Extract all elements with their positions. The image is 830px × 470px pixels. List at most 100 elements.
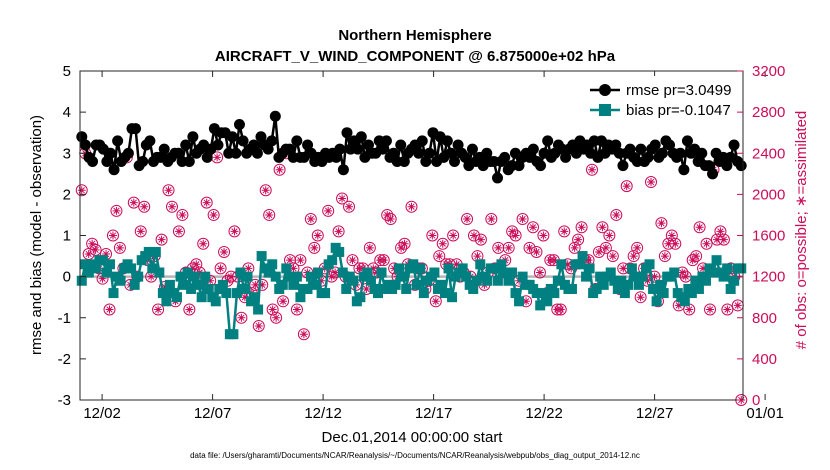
- assimilated-obs-marker: [435, 252, 444, 261]
- bias-point: [693, 283, 704, 294]
- axis-ticks: 12/02 12/07 12/12 12/17 12/22 12/27 01/01 -3 -2 -…: [58, 63, 786, 422]
- bias-point: [320, 288, 331, 299]
- assimilated-obs-marker: [574, 235, 583, 244]
- possible-obs-marker: [606, 250, 619, 263]
- bias-point: [150, 246, 161, 257]
- bias-point: [147, 263, 158, 274]
- rmse-point: [459, 151, 471, 163]
- bias-point: [97, 255, 108, 266]
- assimilated-obs-marker: [286, 256, 295, 265]
- rmse-point: [388, 147, 400, 159]
- bias-point: [154, 267, 165, 278]
- possible-obs-marker: [516, 213, 529, 226]
- rmse-point: [112, 135, 124, 147]
- assimilated-obs-marker: [535, 268, 544, 277]
- x-axis-label: Dec.01,2014 00:00:00 start: [322, 429, 504, 446]
- rmse-point: [681, 135, 693, 147]
- assimilated-obs-marker: [105, 305, 114, 314]
- rmse-point: [728, 139, 740, 151]
- rmse-point: [355, 131, 367, 143]
- rmse-point: [255, 131, 267, 143]
- possible-obs-marker: [277, 295, 290, 308]
- assimilated-obs-marker: [213, 153, 222, 162]
- assimilated-obs-marker: [220, 247, 229, 256]
- assimilated-obs-marker: [331, 268, 340, 277]
- bias-point: [658, 288, 669, 299]
- rmse-point: [398, 155, 410, 167]
- bias-point: [574, 259, 585, 270]
- assimilated-obs-marker: [619, 264, 628, 273]
- assimilated-obs-marker: [202, 198, 211, 207]
- y-right-tick-label: 1600: [752, 228, 785, 245]
- rmse-point: [230, 147, 242, 159]
- assimilated-obs-marker: [733, 301, 742, 310]
- possible-obs-marker: [554, 303, 567, 316]
- rmse-point: [269, 110, 281, 122]
- bias-point: [200, 271, 211, 282]
- bias-point: [616, 275, 627, 286]
- possible-obs-marker: [492, 241, 505, 254]
- possible-obs-marker: [103, 303, 116, 316]
- assimilated-obs-marker: [164, 186, 173, 195]
- y-tick-label: 4: [63, 104, 71, 121]
- bias-point: [104, 259, 115, 270]
- rmse-point: [513, 160, 525, 172]
- possible-obs-marker: [572, 233, 585, 246]
- assimilated-obs-marker: [511, 231, 520, 240]
- bias-point: [736, 263, 747, 274]
- rmse-point: [79, 139, 91, 151]
- possible-obs-marker: [197, 237, 210, 250]
- rmse-point: [452, 139, 464, 151]
- chart-title: Northern Hemisphere: [338, 27, 491, 44]
- bias-point: [348, 275, 359, 286]
- bias-point: [302, 283, 313, 294]
- bias-point: [429, 267, 440, 278]
- possible-obs-marker: [218, 245, 231, 258]
- bias-point: [365, 275, 376, 286]
- assimilated-obs-marker: [84, 250, 93, 259]
- possible-obs-marker: [721, 303, 734, 316]
- bias-point: [372, 288, 383, 299]
- rmse-point: [291, 135, 303, 147]
- chart-subtitle: AIRCRAFT_V_WIND_COMPONENT @ 6.875000e+02…: [215, 48, 616, 65]
- legend-rmse-label: rmse pr=3.0499: [626, 82, 731, 99]
- assimilated-obs-marker: [334, 227, 343, 236]
- rmse-point: [108, 164, 120, 176]
- bias-point: [538, 288, 549, 299]
- bias-point: [249, 292, 260, 303]
- bias-point: [284, 271, 295, 282]
- bias-point: [164, 279, 175, 290]
- legend-bias-label: bias pr=-0.1047: [626, 102, 731, 119]
- footnote: data file: /Users/gharamti/Documents/NCA…: [190, 451, 640, 460]
- assimilated-obs-marker: [601, 243, 610, 252]
- assimilated-obs-marker: [272, 313, 281, 322]
- possible-obs-marker: [86, 237, 99, 250]
- possible-obs-marker: [575, 221, 588, 234]
- possible-obs-marker: [162, 184, 175, 197]
- bias-point: [115, 275, 126, 286]
- assimilated-obs-marker: [532, 247, 541, 256]
- possible-obs-marker: [270, 311, 283, 324]
- assimilated-obs-marker: [716, 227, 725, 236]
- possible-obs-marker: [152, 303, 165, 316]
- bias-point: [566, 283, 577, 294]
- rmse-point: [341, 127, 353, 139]
- possible-obs-marker: [290, 303, 303, 316]
- bias-point: [376, 267, 387, 278]
- possible-obs-marker: [658, 250, 671, 263]
- x-tick-label: 12/02: [83, 405, 121, 422]
- assimilated-obs-marker: [365, 243, 374, 252]
- bias-point: [143, 246, 154, 257]
- assimilated-obs-marker: [216, 264, 225, 273]
- bias-point: [619, 288, 630, 299]
- y-right-tick-label: 2000: [752, 186, 785, 203]
- rmse-point: [262, 143, 274, 155]
- bias-point: [436, 279, 447, 290]
- rmse-point: [617, 160, 629, 172]
- assimilated-obs-marker: [712, 235, 721, 244]
- bias-point: [605, 267, 616, 278]
- rmse-point: [420, 155, 432, 167]
- bias-point: [411, 279, 422, 290]
- assimilated-obs-marker: [254, 321, 263, 330]
- bias-point: [80, 259, 91, 270]
